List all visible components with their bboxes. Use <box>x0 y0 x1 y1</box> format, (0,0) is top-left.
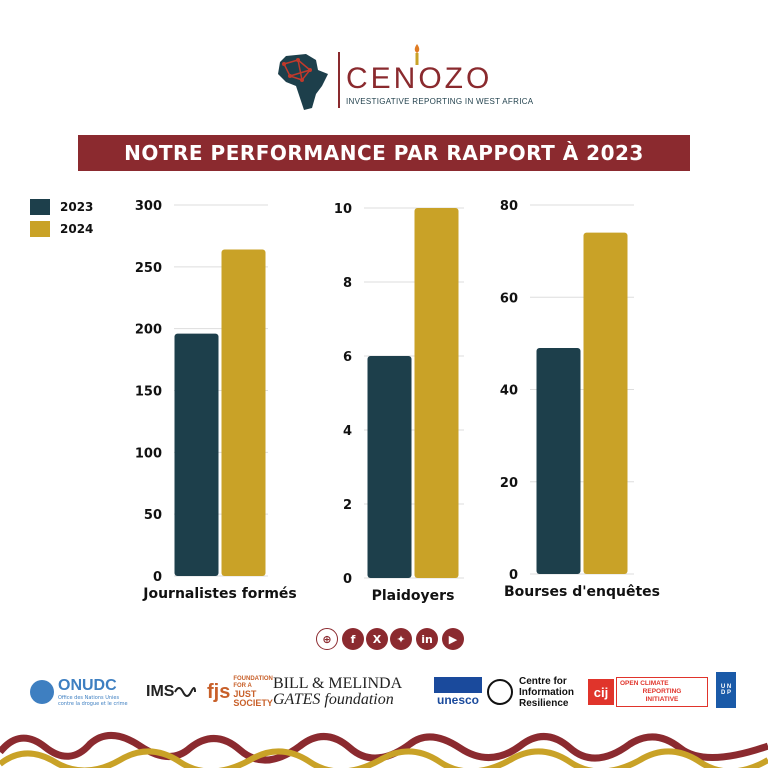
linkedin-icon[interactable]: in <box>416 628 438 650</box>
y-tick-label: 0 <box>153 570 162 585</box>
y-tick-label: 300 <box>135 199 162 214</box>
fjs-line4: SOCIETY <box>233 698 273 708</box>
undp-logo: U N D P <box>716 672 736 708</box>
legend-swatch <box>30 199 50 215</box>
onudc-sub1: Office des Nations Unies <box>58 695 120 701</box>
fjs-logo: fjs FOUNDATION FOR A JUST SOCIETY <box>207 672 273 712</box>
y-tick-label: 6 <box>343 350 352 365</box>
cij-abbr: cij <box>588 679 614 705</box>
y-tick-label: 8 <box>343 276 352 291</box>
y-tick-label: 2 <box>343 498 352 513</box>
cir-line2: Information <box>519 686 574 698</box>
cij-line2: REPORTING <box>642 688 682 695</box>
y-tick-label: 0 <box>509 568 518 583</box>
fjs-line2: FOR A <box>233 683 252 689</box>
torch-icon <box>414 44 420 65</box>
web-icon[interactable]: ⊕ <box>316 628 338 650</box>
fjs-line3: JUST <box>233 689 257 699</box>
fjs-line1: FOUNDATION <box>233 676 273 682</box>
un-emblem-icon <box>30 680 54 704</box>
bar-2023 <box>367 356 412 578</box>
bar-2024 <box>221 249 266 576</box>
y-tick-label: 250 <box>135 261 162 276</box>
y-tick-label: 4 <box>343 424 352 439</box>
africa-map-icon <box>278 54 328 110</box>
youtube-icon[interactable]: ▶ <box>442 628 464 650</box>
legend-label: 2024 <box>60 222 94 236</box>
y-tick-label: 150 <box>135 385 162 400</box>
bar-2023 <box>536 347 581 574</box>
y-tick-label: 200 <box>135 323 162 338</box>
title-banner: NOTRE PERFORMANCE PAR RAPPORT À 2023 <box>78 135 690 171</box>
legend-label: 2023 <box>60 200 94 214</box>
y-tick-label: 60 <box>500 291 518 306</box>
cir-logo: Centre for Information Resilience <box>487 672 574 712</box>
x-icon[interactable]: X <box>366 628 388 650</box>
unesco-logo: unesco <box>434 672 482 712</box>
ims-logo: IMS <box>146 672 197 712</box>
gates-line1: BILL & MELINDA <box>273 675 403 692</box>
temple-icon <box>434 677 482 693</box>
y-tick-label: 50 <box>144 508 162 523</box>
undp-line1: U N <box>720 684 732 690</box>
logo-tagline: INVESTIGATIVE REPORTING IN WEST AFRICA <box>346 97 534 106</box>
onudc-sub2: contre la drogue et le crime <box>58 701 128 707</box>
cenozo-logo: CENOZO INVESTIGATIVE REPORTING IN WEST A… <box>272 40 533 120</box>
cij-line3: INITIATIVE <box>645 696 679 703</box>
unesco-name: unesco <box>436 693 479 707</box>
ims-name: IMS <box>146 683 175 700</box>
onudc-logo: ONUDC Office des Nations Unies contre la… <box>30 672 128 712</box>
facebook-icon[interactable]: f <box>342 628 364 650</box>
category-label: Plaidoyers <box>372 588 455 604</box>
fjs-abbr: fjs <box>207 680 231 703</box>
gates-line2: GATES foundation <box>273 691 394 708</box>
page-title: NOTRE PERFORMANCE PAR RAPPORT À 2023 <box>124 141 644 165</box>
cij-line1: OPEN CLIMATE <box>620 680 669 687</box>
wave-icon <box>174 687 197 697</box>
bar-2024 <box>583 232 628 575</box>
bar-2024 <box>414 208 459 578</box>
y-tick-label: 20 <box>500 476 518 491</box>
y-tick-label: 0 <box>343 572 352 587</box>
y-tick-label: 100 <box>135 446 162 461</box>
category-label: Bourses d'enquêtes <box>504 584 660 600</box>
cij-logo: cij OPEN CLIMATE REPORTING INITIATIVE <box>588 672 708 712</box>
share-icon <box>487 679 513 705</box>
legend-item-2023: 2023 <box>30 199 93 215</box>
gates-foundation-logo: BILL & MELINDA GATES foundation <box>273 672 402 712</box>
legend-item-2024: 2024 <box>30 221 93 237</box>
legend-swatch <box>30 221 50 237</box>
decorative-border <box>0 722 768 768</box>
y-tick-label: 40 <box>500 384 518 399</box>
bluesky-icon[interactable]: ✦ <box>390 628 412 650</box>
logo-name: CENOZO <box>346 62 493 95</box>
logo-separator <box>338 52 340 108</box>
category-label: Journalistes formés <box>142 586 296 602</box>
onudc-name: ONUDC <box>58 677 117 694</box>
bar-2023 <box>174 333 219 576</box>
y-tick-label: 10 <box>334 202 352 217</box>
y-tick-label: 80 <box>500 199 518 214</box>
undp-line2: D P <box>720 690 731 696</box>
cir-line1: Centre for <box>519 675 567 687</box>
cir-line3: Resilience <box>519 697 569 709</box>
